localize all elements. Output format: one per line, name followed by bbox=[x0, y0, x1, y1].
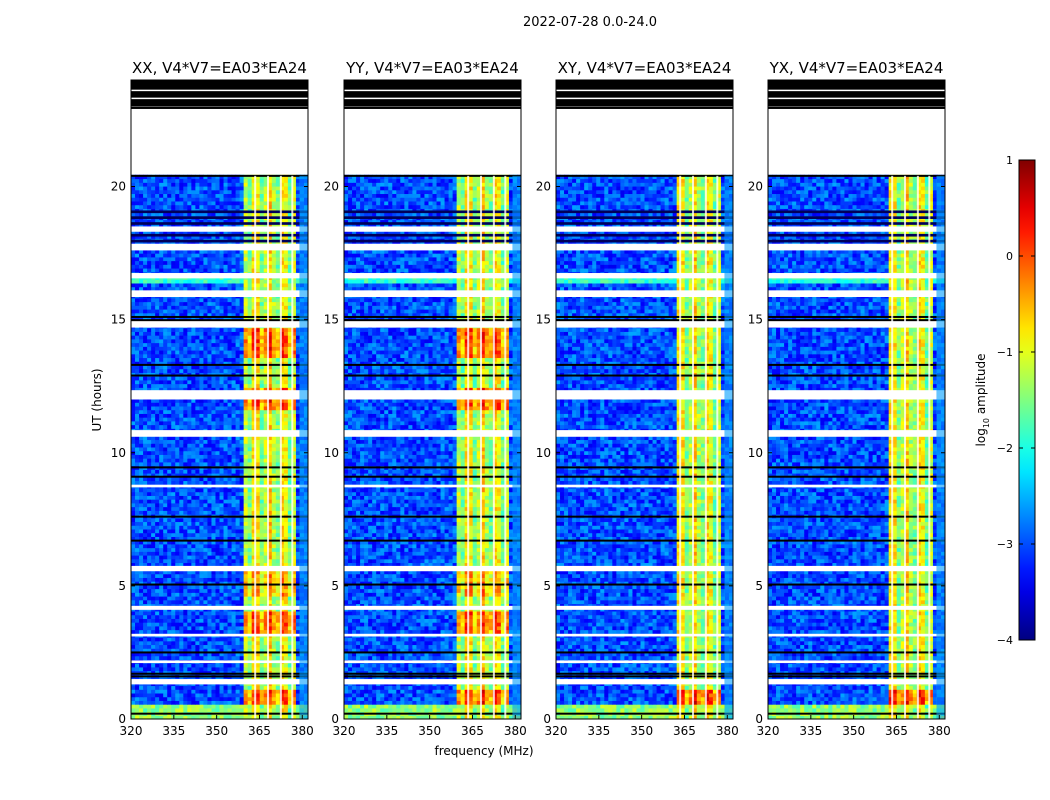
y-tick-label: 0 bbox=[331, 712, 339, 726]
figure: 2022-07-28 0.0-24.0 XX, V4*V7=EA03*EA24 3… bbox=[0, 0, 1050, 800]
y-tick-label: 5 bbox=[331, 579, 339, 593]
x-tick-label: 350 bbox=[205, 724, 228, 738]
x-tick-label: 365 bbox=[461, 724, 484, 738]
panels-group: XX, V4*V7=EA03*EA24 320 335 350 365 380 0 5 10 15… bbox=[111, 59, 951, 738]
colorbar-tick-label: −2 bbox=[997, 442, 1013, 455]
y-tick-label: 10 bbox=[111, 446, 126, 460]
x-tick-label: 320 bbox=[120, 724, 143, 738]
panel-xy: XY, V4*V7=EA03*EA24 320 335 350 365 380 0 5 10 15… bbox=[536, 59, 739, 738]
panel-yx: YX, V4*V7=EA03*EA24 320 335 350 365 380 0 5 10 15… bbox=[748, 59, 951, 738]
waterfall-xy bbox=[556, 80, 734, 720]
waterfall-yx bbox=[768, 80, 946, 720]
x-tick-label: 335 bbox=[162, 724, 185, 738]
y-tick-label: 10 bbox=[748, 446, 763, 460]
x-tick-label: 380 bbox=[928, 724, 951, 738]
x-tick-label: 380 bbox=[504, 724, 527, 738]
colorbar-tick-label: −1 bbox=[997, 346, 1013, 359]
colorbar-tick-label: −3 bbox=[997, 538, 1013, 551]
y-tick-label: 15 bbox=[111, 313, 126, 327]
y-tick-label: 20 bbox=[748, 180, 763, 194]
x-tick-label: 365 bbox=[673, 724, 696, 738]
y-tick-label: 5 bbox=[118, 579, 126, 593]
panel-title-xx: XX, V4*V7=EA03*EA24 bbox=[132, 59, 307, 77]
y-tick-label: 15 bbox=[748, 313, 763, 327]
y-tick-label: 0 bbox=[755, 712, 763, 726]
y-tick-label: 15 bbox=[324, 313, 339, 327]
x-tick-label: 380 bbox=[716, 724, 739, 738]
y-tick-label: 10 bbox=[324, 446, 339, 460]
panel-title-yy: YY, V4*V7=EA03*EA24 bbox=[345, 59, 519, 77]
y-axis-label: UT (hours) bbox=[90, 368, 104, 431]
x-tick-label: 350 bbox=[418, 724, 441, 738]
y-tick-label: 5 bbox=[543, 579, 551, 593]
y-tick-label: 10 bbox=[536, 446, 551, 460]
waterfall-xx bbox=[131, 80, 309, 720]
x-tick-label: 350 bbox=[842, 724, 865, 738]
x-tick-label: 335 bbox=[375, 724, 398, 738]
y-tick-label: 5 bbox=[755, 579, 763, 593]
colorbar-label: log10 amplitude bbox=[974, 354, 991, 447]
y-tick-label: 15 bbox=[536, 313, 551, 327]
x-axis-label: frequency (MHz) bbox=[434, 744, 533, 758]
x-tick-label: 320 bbox=[333, 724, 356, 738]
colorbar-gradient bbox=[1019, 160, 1035, 640]
colorbar-tick-label: −4 bbox=[997, 634, 1013, 647]
colorbar: 1 0 −1 −2 −3 −4 bbox=[997, 154, 1035, 647]
panel-xx: XX, V4*V7=EA03*EA24 320 335 350 365 380 0 5 10 15… bbox=[111, 59, 314, 738]
panel-title-xy: XY, V4*V7=EA03*EA24 bbox=[558, 59, 732, 77]
x-tick-label: 320 bbox=[757, 724, 780, 738]
x-tick-label: 335 bbox=[587, 724, 610, 738]
x-tick-label: 335 bbox=[799, 724, 822, 738]
y-tick-label: 20 bbox=[536, 180, 551, 194]
colorbar-tick-label: 1 bbox=[1006, 154, 1013, 167]
colorbar-tick-label: 0 bbox=[1006, 250, 1013, 263]
figure-title: 2022-07-28 0.0-24.0 bbox=[523, 15, 657, 30]
x-tick-label: 365 bbox=[248, 724, 271, 738]
x-tick-label: 380 bbox=[291, 724, 314, 738]
x-tick-label: 350 bbox=[630, 724, 653, 738]
panel-yy: YY, V4*V7=EA03*EA24 320 335 350 365 380 0 5 10 15… bbox=[324, 59, 527, 738]
x-tick-label: 365 bbox=[885, 724, 908, 738]
y-tick-label: 0 bbox=[118, 712, 126, 726]
panel-title-yx: YX, V4*V7=EA03*EA24 bbox=[769, 59, 944, 77]
y-tick-label: 0 bbox=[543, 712, 551, 726]
waterfall-yy bbox=[344, 80, 522, 720]
y-tick-label: 20 bbox=[324, 180, 339, 194]
x-tick-label: 320 bbox=[545, 724, 568, 738]
y-tick-label: 20 bbox=[111, 180, 126, 194]
